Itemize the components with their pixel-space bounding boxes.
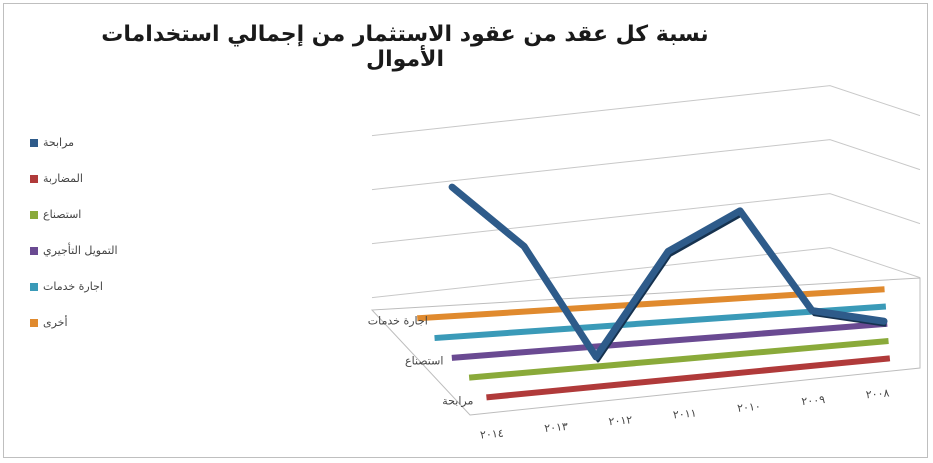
- legend-swatch: [30, 318, 38, 327]
- x-tick-label: ٢٠١٢: [608, 413, 633, 428]
- x-tick-label: ٢٠٠٨: [865, 386, 890, 401]
- series-line: [417, 286, 885, 322]
- legend-swatch: [30, 138, 38, 147]
- legend-label: أخرى: [43, 316, 68, 329]
- x-tick-label: ٢٠٠٩: [801, 393, 826, 408]
- gridline: [371, 85, 921, 137]
- legend-swatch: [30, 174, 38, 183]
- depth-tick-label: اجارة خدمات: [368, 315, 428, 328]
- legend-label: التمويل التأجيري: [43, 244, 118, 257]
- x-tick-label: ٢٠١٣: [544, 420, 569, 435]
- legend-label: استصناع: [43, 208, 82, 221]
- gridline: [371, 247, 921, 299]
- series-line: [486, 355, 891, 401]
- depth-tick-label: استصناع: [405, 354, 443, 367]
- series-line: [468, 338, 889, 381]
- legend-swatch: [30, 246, 38, 255]
- x-tick-label: ٢٠١٤: [479, 427, 504, 442]
- depth-tick-label: مرابحة: [442, 394, 473, 407]
- series-line-main: [448, 183, 888, 361]
- legend-item: اجارة خدمات: [30, 279, 118, 294]
- gridline: [371, 193, 921, 245]
- x-tick-label: ٢٠١٠: [737, 400, 762, 415]
- series-line: [451, 320, 888, 361]
- legend: مرابحة المضاربة استصناع التمويل التأجيري اجا…: [30, 135, 118, 351]
- legend-swatch: [30, 282, 38, 291]
- legend-item: المضاربة: [30, 171, 118, 186]
- x-tick-label: ٢٠١١: [672, 407, 697, 422]
- gridline: [371, 139, 921, 191]
- legend-label: اجارة خدمات: [43, 280, 103, 293]
- legend-label: المضاربة: [43, 172, 83, 185]
- legend-item: التمويل التأجيري: [30, 243, 118, 258]
- legend-item: استصناع: [30, 207, 118, 222]
- legend-swatch: [30, 210, 38, 219]
- chart-title: نسبة كل عقد من عقود الاستثمار من إجمالي …: [101, 22, 709, 72]
- legend-item: مرابحة: [30, 135, 118, 150]
- legend-label: مرابحة: [43, 136, 75, 149]
- legend-item: أخرى: [30, 315, 118, 330]
